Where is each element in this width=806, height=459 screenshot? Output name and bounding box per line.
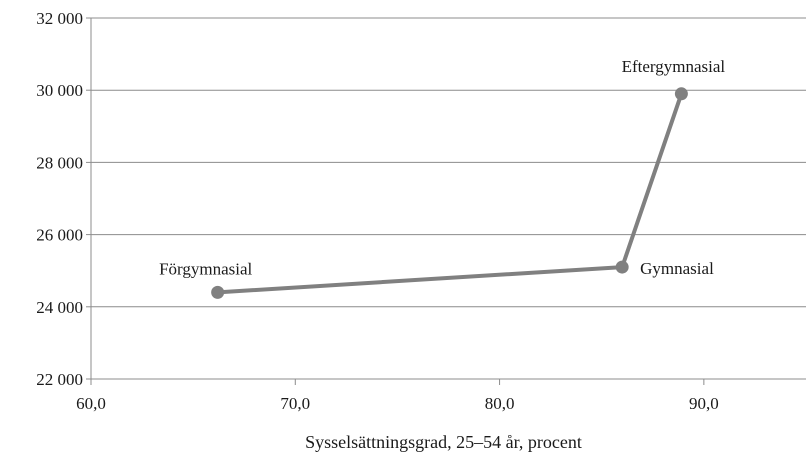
series-line [215, 91, 684, 295]
x-axis-ticks: 60,0 70,0 80,0 90,0 [76, 379, 719, 413]
y-tick-label: 24 000 [36, 298, 83, 317]
data-label: Eftergymnasial [622, 57, 726, 76]
x-tick-label: 70,0 [280, 394, 310, 413]
y-tick-label: 26 000 [36, 226, 83, 245]
data-point [615, 260, 629, 274]
x-tick-label: 80,0 [485, 394, 515, 413]
data-label: Förgymnasial [159, 259, 252, 278]
x-tick-label: 90,0 [689, 394, 719, 413]
grid [91, 17, 806, 308]
y-tick-label: 30 000 [36, 81, 83, 100]
x-tick-label: 60,0 [76, 394, 106, 413]
y-tick-label: 28 000 [36, 153, 83, 172]
point-labels: Förgymnasial Gymnasial Eftergymnasial [159, 57, 725, 279]
y-axis-ticks: 22 000 24 000 26 000 28 000 30 000 32 000 [36, 9, 91, 389]
series [211, 87, 688, 299]
y-tick-label: 22 000 [36, 370, 83, 389]
axes [90, 18, 806, 380]
data-point [211, 285, 225, 299]
x-axis-title: Sysselsättningsgrad, 25–54 år, procent [305, 432, 582, 452]
data-point [674, 87, 688, 101]
data-label: Gymnasial [640, 259, 714, 278]
y-tick-label: 32 000 [36, 9, 83, 28]
